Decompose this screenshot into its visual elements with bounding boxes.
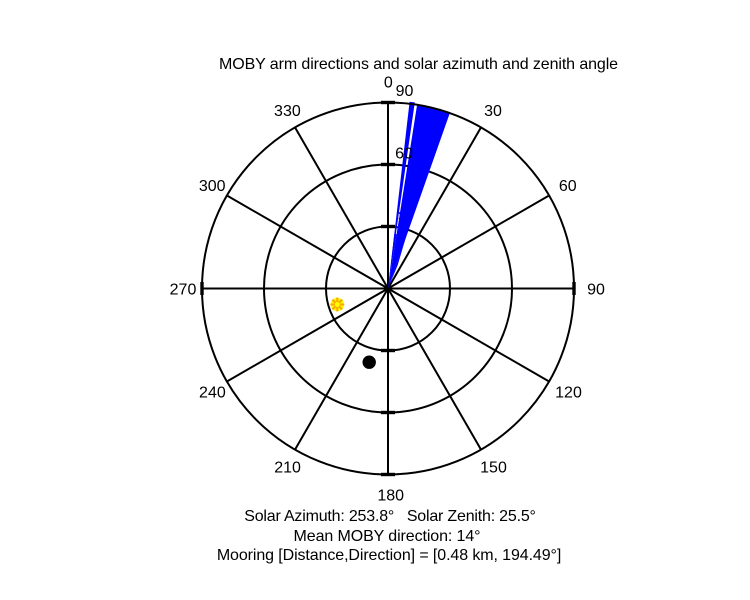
svg-text:330: 330 xyxy=(274,103,301,120)
svg-text:180: 180 xyxy=(377,488,404,505)
svg-text:240: 240 xyxy=(199,384,226,401)
svg-text:90: 90 xyxy=(587,281,605,298)
svg-text:60: 60 xyxy=(559,178,577,195)
svg-text:270: 270 xyxy=(170,281,197,298)
svg-text:Solar Azimuth: 253.8° Solar: Solar Azimuth: 253.8° Solar Zenith: 25.5… xyxy=(244,508,535,525)
svg-text:Mean MOBY direction: 14°: Mean MOBY direction: 14° xyxy=(294,528,481,545)
svg-text:30: 30 xyxy=(484,103,502,120)
svg-text:Mooring [Distance,Direction] =: Mooring [Distance,Direction] = [0.48 km,… xyxy=(217,547,561,564)
svg-text:MOBY arm directions and solar: MOBY arm directions and solar azimuth an… xyxy=(219,56,618,73)
svg-text:0: 0 xyxy=(384,75,393,92)
svg-text:120: 120 xyxy=(555,384,582,401)
svg-text:150: 150 xyxy=(480,459,507,476)
svg-text:60: 60 xyxy=(395,146,413,163)
svg-text:210: 210 xyxy=(274,459,301,476)
svg-text:90: 90 xyxy=(396,83,414,100)
svg-text:300: 300 xyxy=(199,178,226,195)
